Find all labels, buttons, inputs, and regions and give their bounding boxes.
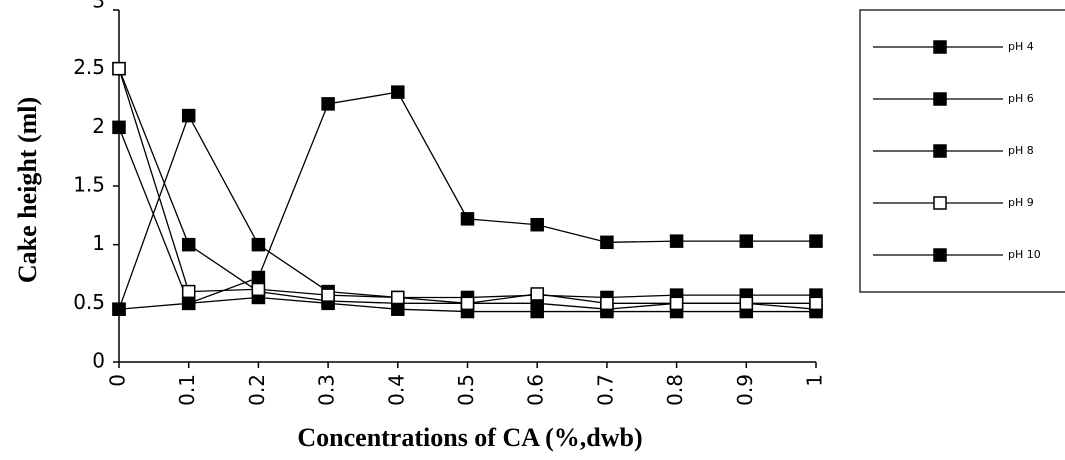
marker <box>460 296 475 311</box>
x-axis-label: Concentrations of CA (%,dwb) <box>297 423 642 452</box>
x-tick-label: 0 <box>106 374 130 387</box>
legend-marker <box>933 144 947 158</box>
marker <box>600 235 614 250</box>
marker <box>112 61 126 76</box>
marker <box>739 296 754 311</box>
y-tick-label: 2 <box>92 114 105 138</box>
legend-label: pH 8 <box>1008 144 1034 157</box>
legend-label: pH 6 <box>1008 92 1034 105</box>
x-tick-label: 0.6 <box>524 374 548 406</box>
marker <box>739 234 754 248</box>
marker <box>809 234 823 248</box>
y-tick-label: 3 <box>92 0 105 13</box>
series-line <box>118 91 816 310</box>
x-tick-label: 0.8 <box>663 374 687 406</box>
x-tick-label: 0.7 <box>593 374 617 406</box>
marker <box>600 296 614 311</box>
legend-marker <box>933 40 947 54</box>
legend-label: pH 10 <box>1008 248 1041 261</box>
legend-marker <box>933 196 947 210</box>
marker <box>391 85 405 99</box>
y-axis-label: Cake height (ml) <box>13 97 42 283</box>
marker <box>669 296 684 311</box>
marker <box>460 212 475 226</box>
marker <box>251 270 266 285</box>
legend-label: pH 9 <box>1008 196 1034 209</box>
legend-label: pH 4 <box>1008 40 1034 53</box>
marker <box>181 296 196 311</box>
x-tick-label: 1 <box>803 374 827 387</box>
marker <box>181 237 196 252</box>
marker <box>181 108 196 123</box>
marker <box>112 302 126 316</box>
marker <box>669 234 684 248</box>
marker <box>112 120 126 135</box>
legend-marker <box>933 92 947 106</box>
legend-box <box>859 9 1065 293</box>
legend-marker <box>933 248 947 262</box>
y-tick-label: 1.5 <box>73 173 105 197</box>
x-tick-label: 0.5 <box>454 374 478 406</box>
x-tick-label: 0.4 <box>384 374 408 406</box>
y-tick-label: 0 <box>92 349 105 373</box>
x-tick-label: 0.3 <box>315 374 339 406</box>
y-tick-label: 0.5 <box>73 290 105 314</box>
marker <box>251 282 266 297</box>
marker <box>391 290 405 305</box>
y-tick-label: 2.5 <box>73 55 105 79</box>
series-line <box>118 68 817 310</box>
marker <box>181 284 196 299</box>
x-tick-label: 0.9 <box>733 374 757 406</box>
y-tick-label: 1 <box>92 231 105 255</box>
x-tick-label: 0.1 <box>175 374 199 406</box>
marker <box>391 302 405 316</box>
marker <box>251 237 266 252</box>
marker <box>530 287 544 301</box>
marker <box>809 296 823 311</box>
marker <box>530 304 544 319</box>
marker <box>321 97 335 111</box>
x-tick-label: 0.2 <box>245 374 269 406</box>
marker <box>321 288 335 302</box>
marker <box>530 217 544 232</box>
